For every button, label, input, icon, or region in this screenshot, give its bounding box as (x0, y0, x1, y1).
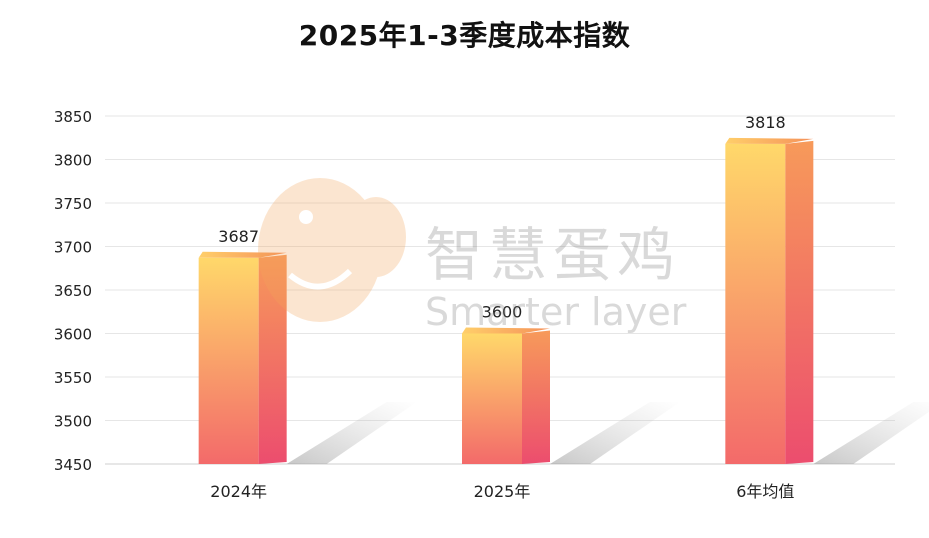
bar-top-face (725, 137, 814, 144)
x-tick-label: 2025年 (474, 482, 531, 501)
x-tick-label: 2024年 (210, 482, 267, 501)
y-tick-label: 3550 (54, 369, 92, 387)
bar-front-face (725, 143, 786, 464)
y-tick-label: 3650 (54, 282, 92, 300)
bar-side-face (785, 140, 814, 464)
data-label: 3687 (218, 227, 259, 246)
chart-title: 2025年1-3季度成本指数 (298, 19, 631, 52)
y-tick-label: 3450 (54, 456, 92, 474)
y-tick-label: 3800 (54, 152, 92, 170)
bar (462, 327, 550, 464)
bar-side-face (258, 254, 287, 464)
y-tick-label: 3700 (54, 239, 92, 257)
y-tick-label: 3750 (54, 195, 92, 213)
bar-shadow (286, 402, 417, 464)
bar-shadow (813, 402, 929, 464)
data-label: 3600 (482, 303, 523, 322)
bar-shadow (550, 402, 680, 464)
data-label: 3818 (745, 113, 786, 132)
bar-front-face (462, 333, 522, 464)
x-tick-label: 6年均值 (736, 482, 794, 501)
bar-front-face (198, 257, 259, 464)
bar (198, 251, 287, 464)
bar-top-face (198, 251, 287, 258)
y-tick-label: 3500 (54, 413, 92, 431)
bar-top-face (462, 327, 550, 334)
y-tick-label: 3600 (54, 326, 92, 344)
y-tick-label: 3850 (54, 108, 92, 126)
bar (725, 137, 814, 464)
bar-side-face (522, 330, 550, 464)
